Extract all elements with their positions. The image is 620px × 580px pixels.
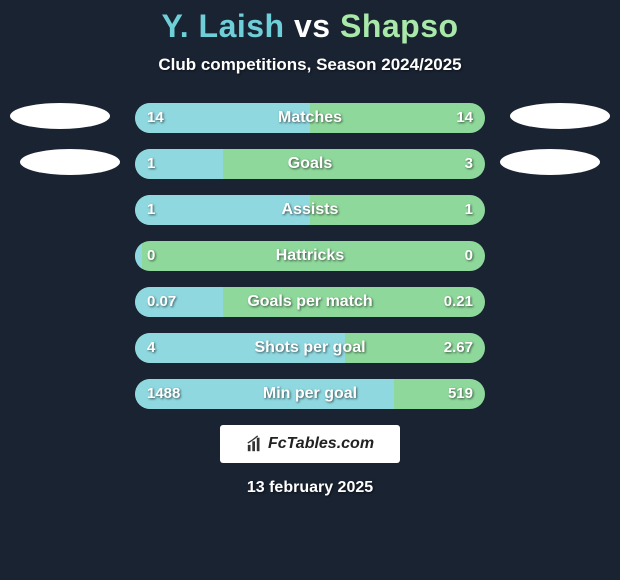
stat-label: Shots per goal: [135, 333, 485, 363]
stat-value-right: 519: [448, 379, 473, 409]
player2-name: Shapso: [340, 8, 459, 44]
chart-content: 14Matches141Goals31Assists10Hattricks00.…: [0, 103, 620, 409]
player1-badge-placeholder-2: [20, 149, 120, 175]
stat-value-right: 0: [465, 241, 473, 271]
stat-value-right: 14: [456, 103, 473, 133]
player2-badge-placeholder-1: [510, 103, 610, 129]
stat-value-right: 2.67: [444, 333, 473, 363]
player1-badge-placeholder-1: [10, 103, 110, 129]
comparison-title: Y. Laish vs Shapso: [0, 0, 620, 45]
stat-value-right: 3: [465, 149, 473, 179]
subtitle: Club competitions, Season 2024/2025: [0, 55, 620, 75]
stat-bar: 1Goals3: [135, 149, 485, 179]
stat-label: Goals per match: [135, 287, 485, 317]
logo-box: FcTables.com: [220, 425, 400, 463]
player1-name: Y. Laish: [161, 8, 284, 44]
stat-label: Goals: [135, 149, 485, 179]
player2-badge-placeholder-2: [500, 149, 600, 175]
stat-label: Hattricks: [135, 241, 485, 271]
logo-text: FcTables.com: [268, 435, 374, 453]
stat-label: Min per goal: [135, 379, 485, 409]
chart-bars-icon: [246, 435, 264, 453]
stat-bar: 1488Min per goal519: [135, 379, 485, 409]
stat-bar: 14Matches14: [135, 103, 485, 133]
date-text: 13 february 2025: [0, 479, 620, 497]
stat-bar: 4Shots per goal2.67: [135, 333, 485, 363]
stat-bar: 0.07Goals per match0.21: [135, 287, 485, 317]
vs-text: vs: [294, 8, 331, 44]
stat-bar: 0Hattricks0: [135, 241, 485, 271]
stat-value-right: 1: [465, 195, 473, 225]
stat-label: Matches: [135, 103, 485, 133]
stat-bar: 1Assists1: [135, 195, 485, 225]
stat-value-right: 0.21: [444, 287, 473, 317]
stat-label: Assists: [135, 195, 485, 225]
stat-bars-container: 14Matches141Goals31Assists10Hattricks00.…: [135, 103, 485, 409]
